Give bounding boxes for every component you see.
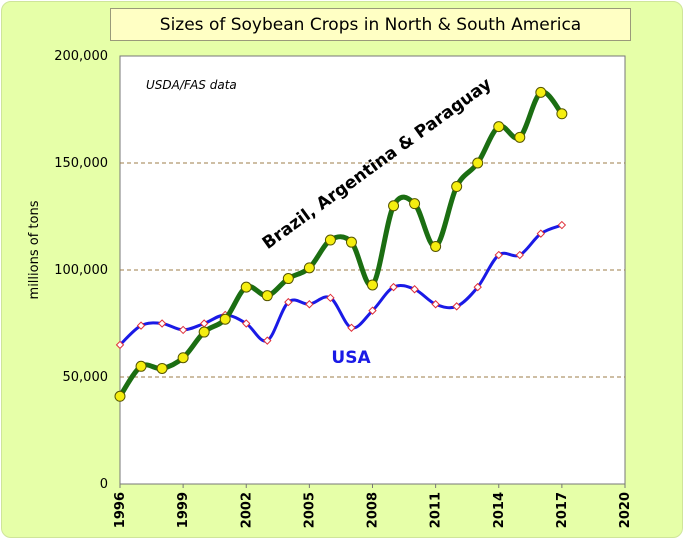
x-tick-label: 2002	[239, 492, 254, 528]
data-point-south-america	[177, 352, 189, 364]
data-point-usa	[136, 321, 146, 330]
y-tick-label: 150,000	[54, 156, 108, 171]
x-tick-label: 1999	[176, 492, 191, 528]
data-point-usa	[242, 319, 251, 328]
data-point-usa	[389, 282, 398, 292]
data-point-usa	[473, 282, 482, 292]
x-tick-label: 2005	[302, 492, 317, 528]
source-note: USDA/FAS data	[146, 78, 237, 92]
data-point-south-america	[409, 198, 421, 210]
data-point-south-america	[388, 200, 400, 212]
data-point-usa	[494, 250, 503, 260]
data-point-usa	[178, 325, 188, 335]
data-point-usa	[368, 306, 377, 315]
y-tick-label: 200,000	[54, 49, 108, 64]
data-point-south-america	[472, 157, 484, 169]
data-point-south-america	[324, 234, 336, 246]
x-tick-label: 2017	[555, 492, 570, 528]
data-point-usa	[305, 300, 314, 309]
y-tick-label: 100,000	[54, 263, 108, 278]
data-point-south-america	[261, 290, 273, 302]
data-point-usa	[263, 336, 272, 345]
x-tick-label: 1996	[113, 492, 128, 528]
data-point-usa	[326, 293, 335, 303]
data-point-usa	[515, 250, 524, 260]
data-point-usa	[452, 302, 461, 311]
data-point-south-america	[303, 262, 315, 274]
data-point-usa	[410, 285, 419, 294]
data-point-usa	[536, 229, 546, 238]
data-point-usa	[284, 297, 293, 307]
data-point-south-america	[156, 362, 168, 374]
chart-title: Sizes of Soybean Crops in North & South …	[110, 8, 631, 41]
data-point-south-america	[430, 240, 442, 252]
data-point-south-america	[345, 236, 357, 248]
data-point-south-america	[198, 326, 210, 338]
data-point-usa	[347, 323, 356, 332]
data-point-south-america	[282, 273, 294, 285]
data-point-south-america	[451, 181, 463, 193]
series-label-usa: USA	[331, 348, 371, 368]
x-tick-label: 2014	[492, 492, 507, 528]
data-point-usa	[431, 300, 440, 309]
data-point-south-america	[514, 131, 526, 143]
data-point-south-america	[493, 121, 505, 133]
x-tick-label: 2020	[618, 492, 633, 528]
data-point-usa	[557, 220, 567, 230]
data-point-south-america	[135, 360, 147, 372]
data-point-south-america	[240, 281, 252, 293]
y-tick-label: 50,000	[63, 370, 109, 385]
data-point-usa	[115, 340, 125, 350]
data-point-south-america	[367, 279, 378, 291]
y-axis-label: millions of tons	[27, 200, 42, 299]
data-point-usa	[157, 319, 167, 328]
x-tick-label: 2011	[429, 492, 444, 528]
y-tick-label: 0	[100, 477, 108, 492]
x-tick-label: 2008	[366, 492, 381, 528]
series-line-usa	[118, 223, 563, 347]
data-point-south-america	[114, 390, 126, 402]
data-point-south-america	[219, 313, 231, 325]
data-point-south-america	[556, 108, 568, 120]
data-point-south-america	[535, 86, 547, 98]
series-line-south-america	[117, 89, 564, 398]
